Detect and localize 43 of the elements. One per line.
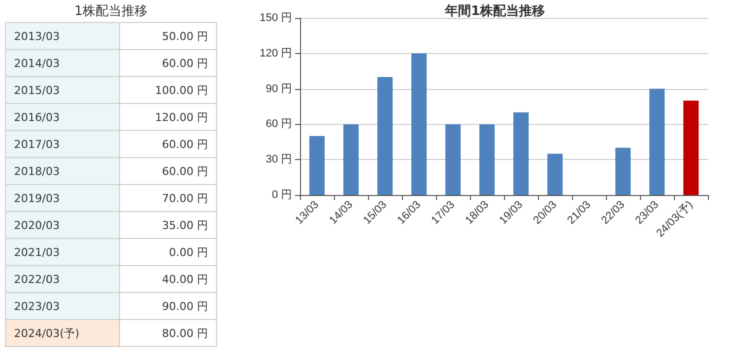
text: 60.00 円 — [162, 138, 208, 150]
text: 60.00 円 — [162, 56, 208, 70]
category-label: 2014/03 — [6, 50, 120, 76]
bar — [411, 53, 427, 195]
text: 50.00 円 — [162, 30, 208, 42]
bar — [309, 136, 325, 195]
bar — [479, 124, 495, 195]
category-label: 2016/03 — [6, 104, 120, 130]
y-tick-label: 150 円 — [260, 12, 292, 24]
y-tick-label: 90 円 — [266, 82, 292, 95]
text: 70.00 円 — [162, 192, 208, 204]
text: 0.00 円 — [169, 246, 208, 258]
category-label: 2013/03 — [6, 22, 120, 50]
text: 1株配当推移 — [73, 3, 149, 21]
y-tick-label: 120 円 — [260, 47, 292, 60]
category-label: 2017/03 — [6, 130, 120, 158]
text: 120.00 円 — [155, 110, 208, 124]
y-tick-label: 60 円 — [266, 118, 292, 130]
category-label: 2018/03 — [6, 158, 120, 184]
text: 35.00 円 — [162, 218, 208, 232]
category-label: 2023/03 — [6, 292, 120, 320]
y-tick-label: 30 円 — [266, 154, 292, 166]
chart-title: 年間1株配当推移 — [444, 4, 546, 19]
bar — [547, 154, 563, 195]
text: 90.00 円 — [162, 300, 208, 312]
bar — [615, 148, 631, 195]
y-tick-label: 0 円 — [272, 189, 292, 201]
category-label: 2021/03 — [6, 238, 120, 266]
text: 80.00 円 — [162, 326, 208, 340]
bar — [343, 124, 359, 195]
category-label: 2015/03 — [6, 76, 120, 104]
text: 60.00 円 — [162, 164, 208, 178]
text: 100.00 円 — [155, 84, 208, 96]
bar — [649, 88, 665, 195]
bar — [445, 124, 461, 195]
category-label: 2022/03 — [6, 266, 120, 292]
bar — [377, 77, 393, 195]
category-label: 2019/03 — [6, 184, 120, 212]
category-label: 2024/03(予) — [6, 320, 120, 346]
bar — [683, 100, 699, 195]
category-label: 2020/03 — [6, 212, 120, 238]
bar — [513, 112, 529, 195]
text: 40.00 円 — [162, 272, 208, 286]
